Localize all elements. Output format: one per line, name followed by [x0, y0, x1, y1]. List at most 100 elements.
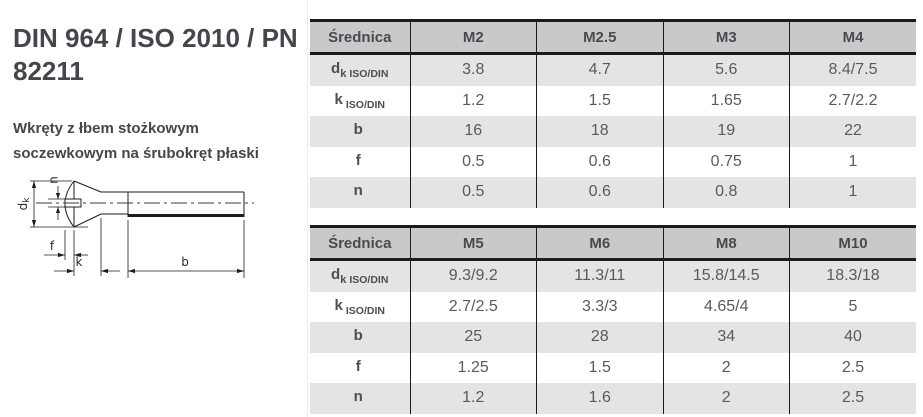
- label-b: b: [181, 255, 189, 269]
- left-panel: DIN 964 / ISO 2010 / PN 82211 Wkręty z ł…: [13, 22, 307, 166]
- table-cell: 1.65: [663, 85, 790, 116]
- column-header-diameter: Średnica: [310, 226, 411, 261]
- table-cell: 25: [410, 322, 537, 353]
- column-header-m5: M5: [410, 226, 537, 261]
- table-cell: 11.3/11: [536, 259, 664, 292]
- arrow-left-icon: [74, 252, 81, 258]
- table-row-f: f 1.25 1.5 2 2.5: [310, 352, 916, 383]
- arrow-left-icon: [128, 268, 135, 274]
- spec-table-m2-m4: Średnica M2 M2.5 M3 M4 dk ISO/DIN 3.8 4.7…: [310, 19, 916, 208]
- table-row-n: n 1.2 1.6 2 2.5: [310, 383, 916, 414]
- screw-technical-drawing-icon: dk n f k b: [16, 176, 254, 278]
- label-f: f: [50, 239, 55, 253]
- table-row-b: b 16 18 19 22: [310, 116, 916, 147]
- table-row-b: b 25 28 34 40: [310, 322, 916, 353]
- table-cell: 2.5: [789, 352, 916, 383]
- table-cell: 22: [789, 116, 916, 147]
- table-cell: 0.5: [410, 146, 537, 177]
- table-cell: 4.65/4: [663, 291, 790, 322]
- table-cell: 28: [536, 322, 664, 353]
- table-cell: 0.75: [663, 146, 790, 177]
- dimension-dk: [30, 180, 88, 228]
- table-row-k: k ISO/DIN 2.7/2.5 3.3/3 4.65/4 5: [310, 291, 916, 322]
- table-cell: 5.6: [663, 53, 790, 86]
- arrow-down-icon: [55, 193, 61, 199]
- table-cell: 1.2: [410, 383, 537, 414]
- row-label-b: b: [310, 116, 411, 147]
- row-label-n: n: [310, 383, 411, 414]
- table-cell: 1.5: [536, 352, 664, 383]
- table-header-row: Średnica M5 M6 M8 M10: [310, 226, 916, 261]
- table-header-row: Średnica M2 M2.5 M3 M4: [310, 20, 916, 55]
- table-cell: 16: [410, 116, 537, 147]
- table-cell: 4.7: [536, 53, 664, 86]
- table-cell: 18: [536, 116, 664, 147]
- column-header-m4: M4: [789, 20, 916, 55]
- label-n: n: [47, 176, 61, 184]
- page-title-line-1: DIN 964 / ISO 2010 / PN: [13, 23, 298, 53]
- panel-divider: [307, 0, 308, 417]
- table-cell: 9.3/9.2: [410, 259, 537, 292]
- table-cell: 1.5: [536, 85, 664, 116]
- table-cell: 2.7/2.5: [410, 291, 537, 322]
- row-label-f: f: [310, 146, 411, 177]
- column-header-m6: M6: [536, 226, 664, 261]
- row-label-k: k ISO/DIN: [310, 85, 411, 116]
- label-dk: dk: [16, 197, 32, 211]
- row-label-f: f: [310, 352, 411, 383]
- table-row-f: f 0.5 0.6 0.75 1: [310, 146, 916, 177]
- arrow-right-icon: [67, 268, 74, 274]
- table-cell: 1.6: [536, 383, 664, 414]
- table-cell: 2.7/2.2: [789, 85, 916, 116]
- column-header-m3: M3: [663, 20, 790, 55]
- table-row-k: k ISO/DIN 1.2 1.5 1.65 2.7/2.2: [310, 85, 916, 116]
- page-title: DIN 964 / ISO 2010 / PN 82211: [13, 22, 307, 88]
- table-cell: 40: [789, 322, 916, 353]
- arrow-left-icon: [101, 268, 108, 274]
- table-cell: 0.6: [536, 177, 664, 208]
- table-row-n: n 0.5 0.6 0.8 1: [310, 177, 916, 208]
- table-cell: 2.5: [789, 383, 916, 414]
- table-cell: 1.25: [410, 352, 537, 383]
- column-header-m2-5: M2.5: [536, 20, 664, 55]
- page-subtitle-line-2: soczewkowym na śrubokręt płaski: [13, 145, 259, 162]
- arrow-down-icon: [31, 220, 37, 227]
- dimension-f: [44, 230, 88, 276]
- table-cell: 15.8/14.5: [663, 259, 790, 292]
- table-cell: 34: [663, 322, 790, 353]
- table-cell: 19: [663, 116, 790, 147]
- arrow-up-icon: [55, 207, 61, 213]
- row-label-b: b: [310, 322, 411, 353]
- row-label-dk: dk ISO/DIN: [310, 53, 411, 86]
- table-cell: 1: [789, 146, 916, 177]
- row-label-n: n: [310, 177, 411, 208]
- table-cell: 3.8: [410, 53, 537, 86]
- column-header-m2: M2: [410, 20, 537, 55]
- dimension-b: [127, 220, 245, 278]
- screw-outline: [64, 180, 245, 228]
- table-cell: 1.2: [410, 85, 537, 116]
- page-subtitle-line-1: Wkręty z łbem stożkowym: [13, 120, 199, 137]
- table-row-dk: dk ISO/DIN 9.3/9.2 11.3/11 15.8/14.5 18.3…: [310, 259, 916, 292]
- arrow-right-icon: [237, 268, 244, 274]
- arrow-up-icon: [31, 181, 37, 188]
- row-label-k: k ISO/DIN: [310, 291, 411, 322]
- table-cell: 18.3/18: [789, 259, 916, 292]
- label-k: k: [76, 255, 83, 269]
- row-label-dk: dk ISO/DIN: [310, 259, 411, 292]
- thread-band: [128, 214, 244, 217]
- column-header-m10: M10: [789, 226, 916, 261]
- table-cell: 8.4/7.5: [789, 53, 916, 86]
- arrow-right-icon: [58, 252, 65, 258]
- table-cell: 5: [789, 291, 916, 322]
- table-cell: 3.3/3: [536, 291, 664, 322]
- table-cell: 0.8: [663, 177, 790, 208]
- page-subtitle: Wkręty z łbem stożkowym soczewkowym na ś…: [13, 116, 307, 166]
- table-cell: 1: [789, 177, 916, 208]
- column-header-m8: M8: [663, 226, 790, 261]
- table-cell: 2: [663, 383, 790, 414]
- table-cell: 0.6: [536, 146, 664, 177]
- page-title-line-2: 82211: [13, 56, 84, 86]
- spec-table-m5-m10: Średnica M5 M6 M8 M10 dk ISO/DIN 9.3/9.2 …: [310, 225, 916, 414]
- column-header-diameter: Średnica: [310, 20, 411, 55]
